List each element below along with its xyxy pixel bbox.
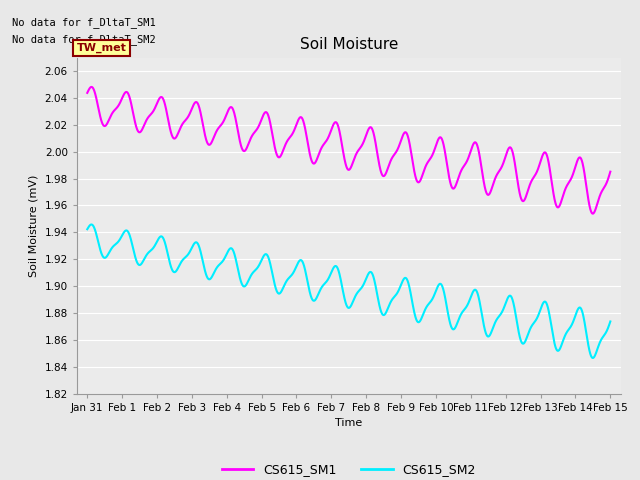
Y-axis label: Soil Moisture (mV): Soil Moisture (mV) (29, 174, 39, 277)
Text: TW_met: TW_met (77, 43, 127, 53)
Title: Soil Moisture: Soil Moisture (300, 37, 398, 52)
Text: No data for f_DltaT_SM2: No data for f_DltaT_SM2 (12, 34, 156, 45)
Legend: CS615_SM1, CS615_SM2: CS615_SM1, CS615_SM2 (217, 458, 481, 480)
Text: No data for f_DltaT_SM1: No data for f_DltaT_SM1 (12, 17, 156, 28)
X-axis label: Time: Time (335, 418, 362, 428)
